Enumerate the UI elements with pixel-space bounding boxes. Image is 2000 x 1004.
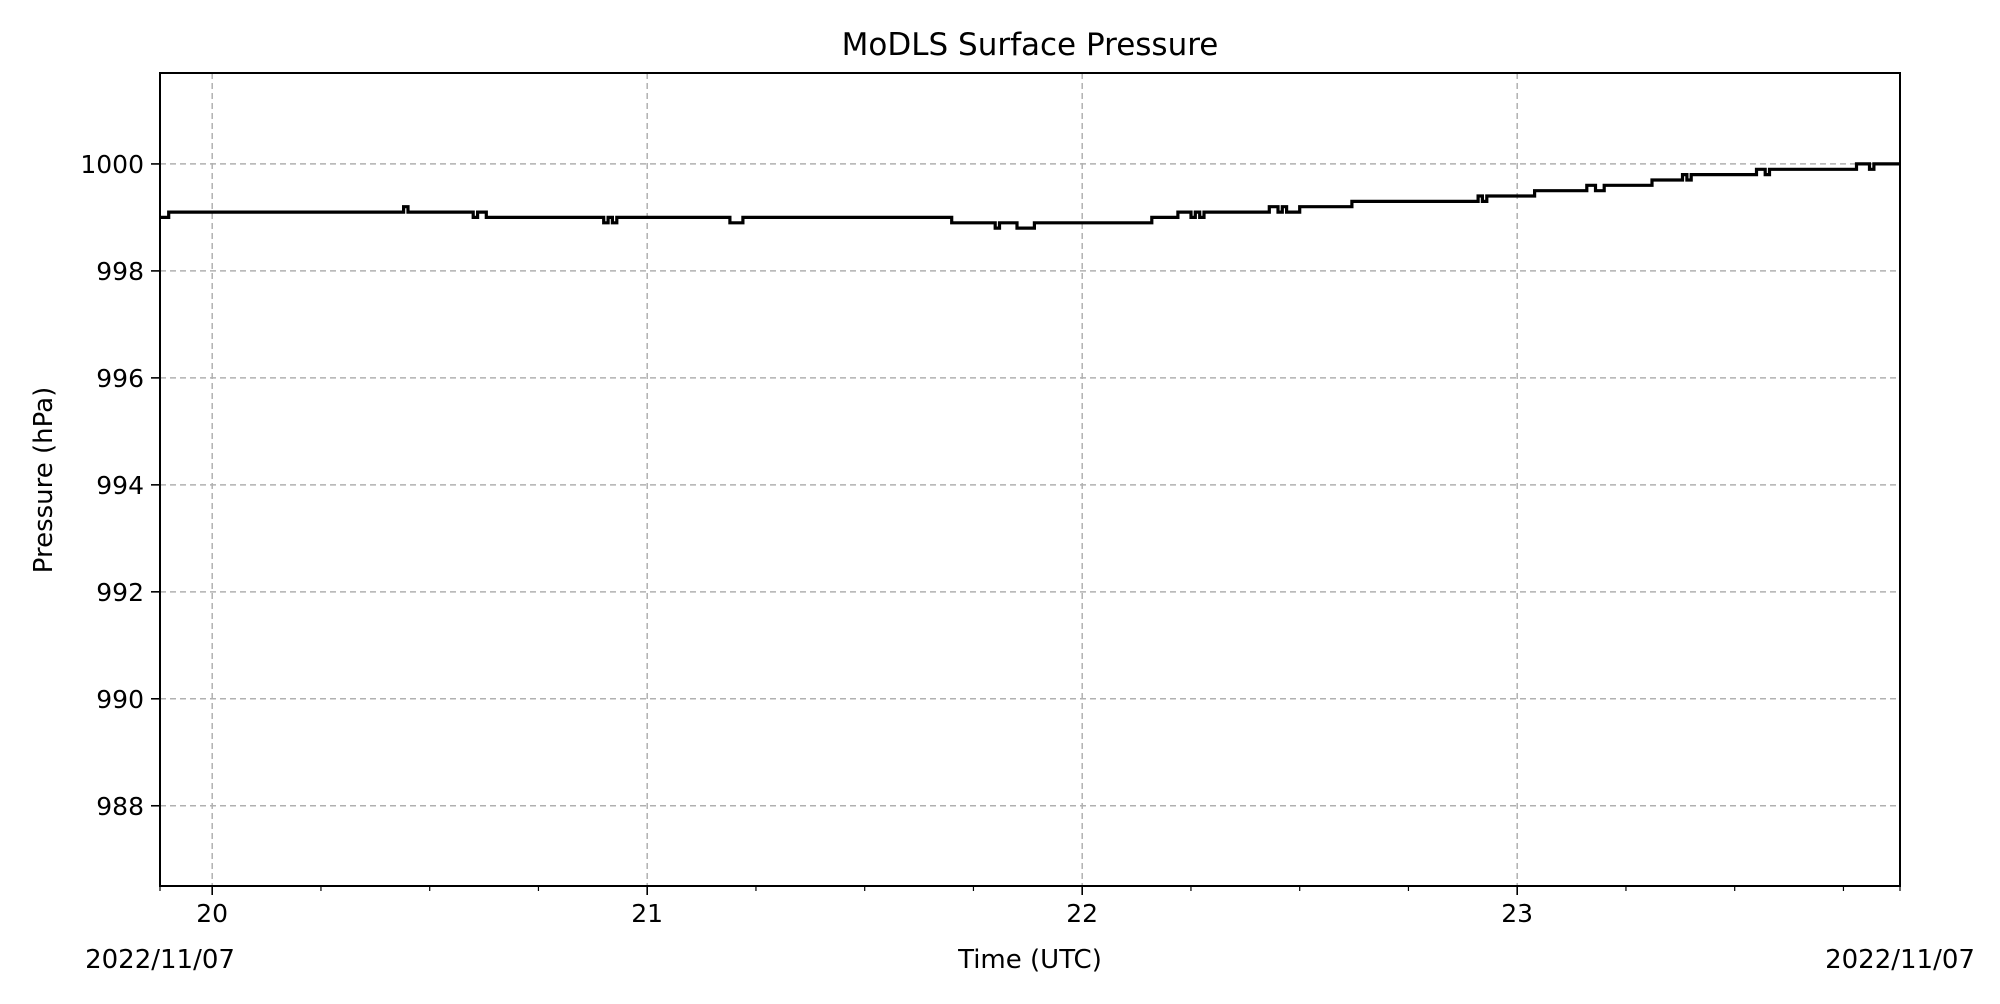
axis-ticks: 988 990 992 994 996 998 1000 20 21 22 23: [80, 150, 1901, 928]
plot-frame: [159, 72, 1901, 887]
y-tick-label: 1000: [80, 150, 144, 179]
y-tick-label: 992: [96, 578, 144, 607]
date-label-start: 2022/11/07: [85, 945, 235, 975]
y-tick-label: 996: [96, 364, 144, 393]
y-tick-label: 994: [96, 471, 144, 500]
data-layer: [160, 162, 1900, 230]
y-tick-label: 990: [96, 685, 144, 714]
x-tick-label: 22: [1066, 899, 1098, 928]
y-tick-label: 988: [96, 792, 144, 821]
x-tick-label: 20: [196, 899, 228, 928]
date-label-end: 2022/11/07: [1825, 945, 1975, 975]
x-tick-label: 21: [631, 899, 663, 928]
x-tick-label: 23: [1501, 899, 1533, 928]
y-axis-label: Pressure (hPa): [29, 387, 59, 574]
y-tick-label: 998: [96, 257, 144, 286]
grid-lines: [160, 73, 1900, 886]
x-axis-label: Time (UTC): [957, 945, 1102, 975]
pressure-series-line: [160, 162, 1900, 230]
chart-title: MoDLS Surface Pressure: [842, 27, 1219, 63]
